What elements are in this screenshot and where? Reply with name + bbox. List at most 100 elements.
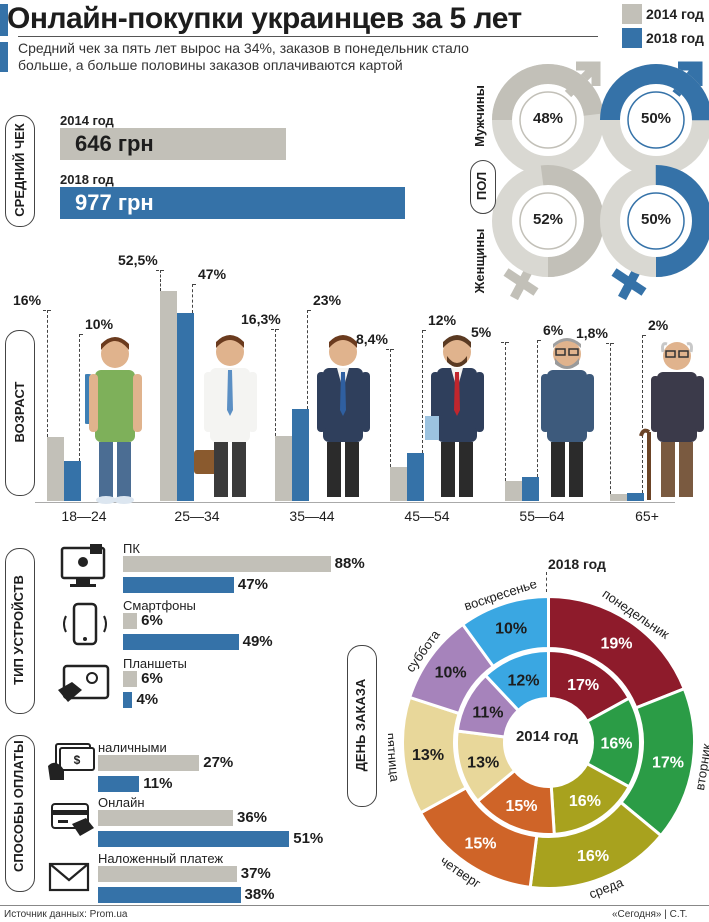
age-people-illustration: [85, 335, 704, 504]
age-leader-tick-2014: [386, 349, 394, 350]
age-leader-2014: [160, 270, 161, 291]
page-subtitle: Средний чек за пять лет вырос на 34%, за…: [18, 40, 469, 73]
age-pct-2018: 10%: [85, 316, 114, 332]
person-suit-icon: [317, 335, 370, 497]
bar-2018: [98, 776, 140, 792]
age-pct-2014: 5%: [471, 324, 492, 340]
age-category-label: 45—54: [404, 508, 450, 524]
bar-category-label: Планшеты: [123, 656, 187, 671]
smartphone-icon: [63, 602, 107, 646]
age-leader-2018: [79, 334, 80, 461]
gender-women-label: Женщины: [472, 228, 487, 294]
age-baseline: [35, 502, 675, 503]
weekday-pct-2018: 19%: [600, 635, 632, 652]
weekday-slice-2014: [483, 648, 550, 713]
bar-pct-2018: 47%: [237, 576, 268, 593]
subtitle-accent-bar: [0, 42, 8, 72]
age-leader-2014: [610, 343, 611, 494]
male-2018-arc: [600, 64, 709, 176]
age-leader-2018: [307, 310, 308, 409]
bar-2014: [123, 613, 138, 629]
bar-2018: [123, 577, 234, 593]
weekday-pct-2014: 15%: [505, 798, 537, 815]
age-leader-2018: [422, 330, 423, 453]
weekday-outer-title: 2018 год: [548, 556, 606, 572]
male-2014-pct: 48%: [532, 110, 564, 127]
weekday-pct-2018: 17%: [652, 754, 684, 771]
bar-pct-2018: 11%: [143, 775, 173, 792]
bar-category-label: Смартфоны: [123, 598, 196, 613]
footer-rule: [0, 905, 709, 906]
weekday-day-label: пятница: [388, 732, 403, 783]
title-rule: [18, 36, 598, 37]
person-young-icon: [85, 337, 142, 504]
bar-category-label: наличными: [98, 740, 167, 755]
bar-2014: [98, 810, 233, 826]
devices-section-frame: [5, 548, 35, 714]
age-section-frame: [5, 330, 35, 496]
title-accent-bar: [0, 4, 8, 36]
legend-swatch-2014: [622, 4, 642, 24]
age-pct-2018: 47%: [198, 266, 227, 282]
age-category-label: 55—64: [519, 508, 565, 524]
legend-swatch-2018: [622, 28, 642, 48]
devices-section-label: ТИП УСТРОЙСТВ: [11, 575, 26, 685]
pc-monitor-icon: [60, 544, 106, 587]
weekday-pct-2014: 12%: [507, 672, 539, 689]
female-symbol-cross-2018: [611, 268, 647, 296]
bar-2014: [98, 755, 200, 771]
age-pct-2014: 52,5%: [118, 252, 158, 268]
footer-credit: «Сегодня» | С.Т.: [612, 909, 688, 920]
bar-2014: [98, 866, 237, 882]
bar-pct-2014: 6%: [141, 670, 163, 687]
age-leader-tick-2014: [606, 343, 614, 344]
footer-source: Источник данных: Prom.ua: [4, 909, 128, 920]
age-pct-2018: 23%: [313, 292, 342, 308]
tablet-icon: [58, 664, 110, 702]
cash-icon: $: [48, 743, 95, 780]
bar-pct-2018: 51%: [293, 830, 324, 847]
weekday-inner-title: 2014 год: [515, 728, 579, 745]
age-pct-2018: 6%: [543, 322, 564, 338]
bar-2018: [98, 831, 290, 847]
avg-check-section-label: СРЕДНИЙ ЧЕК: [12, 123, 27, 217]
female-2018-donut: [600, 165, 709, 301]
legend-label-2014: 2014 год: [646, 6, 704, 22]
bar-2014: [123, 671, 138, 687]
age-leader-2018: [642, 335, 643, 493]
bar-pct-2018: 4%: [136, 691, 159, 708]
age-category-label: 25—34: [174, 508, 220, 524]
weekday-pct-2014: 16%: [600, 736, 632, 753]
age-section-label: ВОЗРАСТ: [12, 381, 27, 443]
envelope-icon: [48, 862, 90, 892]
avg-check-year-2018: 2018 год: [60, 172, 114, 187]
age-category-label: 35—44: [289, 508, 335, 524]
person-elderly-icon: [639, 342, 704, 500]
bar-category-label: Наложенный платеж: [98, 851, 224, 866]
payment-icons: $: [48, 743, 95, 892]
age-bar-2014: [390, 467, 407, 501]
age-leader-tick-2014: [43, 310, 51, 311]
weekday-pct-2014: 11%: [472, 705, 503, 722]
age-pct-2018: 2%: [648, 317, 669, 333]
age-pct-2018: 12%: [428, 312, 457, 328]
age-bar-2018: [522, 477, 539, 501]
age-category-label: 18—24: [61, 508, 107, 524]
age-bar-2014: [160, 291, 177, 501]
card-icon: [51, 803, 94, 836]
weekday-pct-2014: 13%: [467, 754, 499, 771]
bar-2018: [123, 634, 239, 650]
age-leader-tick-2018: [192, 284, 196, 285]
weekday-pct-2018: 15%: [464, 836, 496, 853]
age-bar-2014: [275, 435, 292, 501]
page-title: Онлайн-покупки украинцев за 5 лет: [7, 2, 522, 35]
bar-pct-2018: 49%: [242, 633, 273, 650]
age-bar-2014: [610, 493, 627, 501]
age-bar-2018: [177, 313, 194, 501]
male-2014-donut: [492, 61, 604, 176]
age-leader-tick-2014: [156, 270, 164, 271]
age-pct-2014: 8,4%: [356, 331, 388, 347]
avg-check-section-frame: [5, 115, 35, 227]
male-2014-arc: [492, 64, 604, 176]
